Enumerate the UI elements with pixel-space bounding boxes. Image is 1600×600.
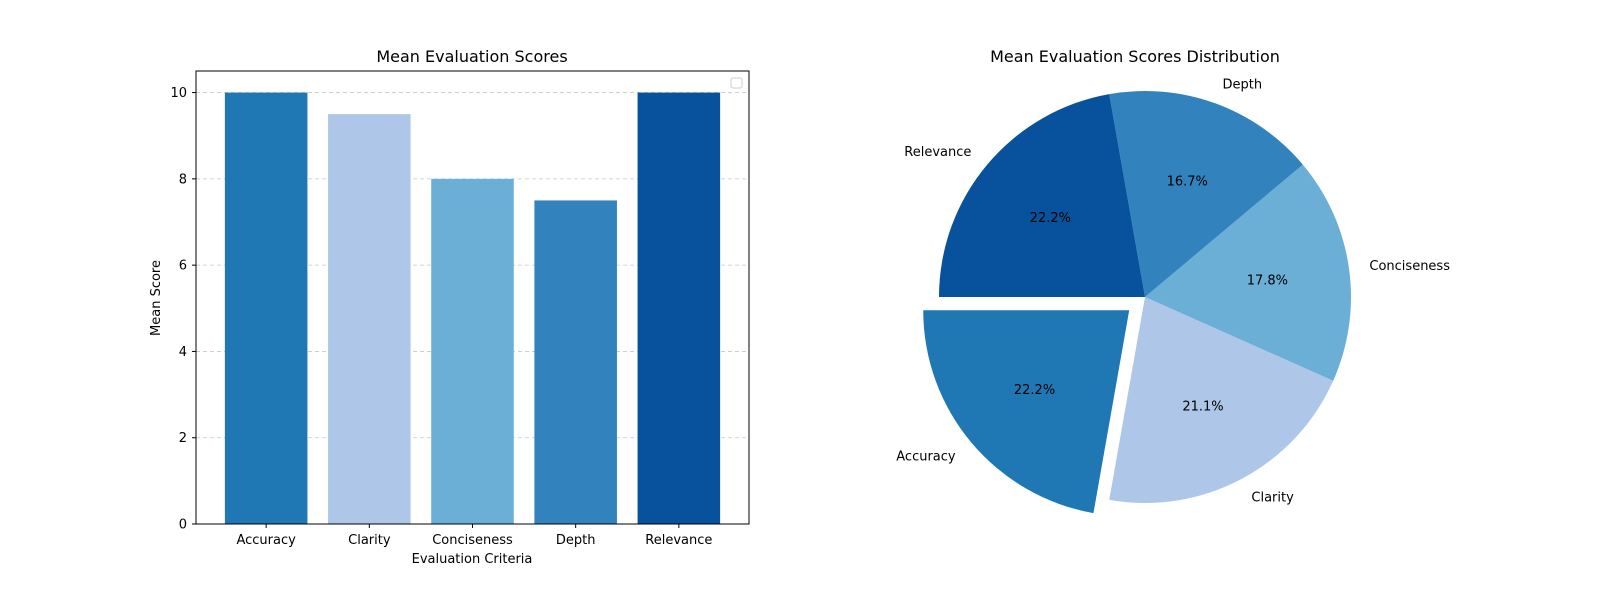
pie-slice-clarity	[1109, 297, 1334, 503]
pie-slice-accuracy	[923, 310, 1130, 514]
bar-x-axis-label: Evaluation Criteria	[412, 552, 533, 567]
bar-x-tick-label: Accuracy	[236, 533, 296, 548]
bar-x-tick-label: Conciseness	[432, 533, 513, 548]
bar-series	[224, 92, 721, 525]
bar-y-tick-label: 8	[179, 172, 187, 187]
bar-y-axis-label: Mean Score	[149, 260, 164, 336]
bar-legend-box	[730, 77, 743, 89]
pie-percent-label: 21.1%	[1182, 400, 1223, 415]
bar-y-ticks: 0 2 4 6 8 10	[170, 86, 196, 533]
pie-slice-label: Relevance	[904, 145, 971, 160]
bar-x-ticks: Accuracy Clarity Conciseness Depth Relevance	[236, 524, 712, 548]
bar-x-tick-label: Relevance	[645, 533, 712, 548]
pie-slice-label: Depth	[1223, 78, 1263, 93]
pie-slice-label: Accuracy	[896, 449, 956, 464]
bar-y-tick-label: 0	[179, 518, 187, 533]
bar-y-tick-label: 10	[170, 86, 187, 101]
pie-chart-title: Mean Evaluation Scores Distribution	[990, 47, 1280, 66]
pie-percent-label: 22.2%	[1014, 383, 1055, 398]
pie-slice-conciseness	[1145, 164, 1351, 381]
pie-slice-label: Clarity	[1251, 491, 1294, 506]
pie-labels: 22.2% Accuracy 21.1% Clarity 17.8% Concisenes…	[896, 78, 1450, 506]
bar-clarity	[328, 114, 411, 525]
bar-y-tick-label: 6	[179, 259, 187, 274]
bar-relevance	[637, 92, 721, 525]
pie-slice-label: Conciseness	[1369, 259, 1450, 274]
pie-percent-label: 17.8%	[1247, 273, 1288, 288]
bar-y-tick-label: 4	[179, 345, 187, 360]
pie-percent-label: 16.7%	[1167, 174, 1208, 189]
bar-chart: Mean Evaluation Scores 0 2 4 6 8 10 Accuracy C…	[149, 47, 750, 567]
pie-slice-relevance	[939, 94, 1145, 297]
bar-accuracy	[224, 92, 308, 525]
bar-x-tick-label: Depth	[556, 533, 596, 548]
bar-y-tick-label: 2	[179, 431, 187, 446]
pie-slices	[923, 91, 1351, 514]
bar-depth	[534, 200, 617, 524]
pie-slice-depth	[1109, 91, 1303, 297]
pie-percent-label: 22.2%	[1030, 211, 1071, 226]
bar-chart-title: Mean Evaluation Scores	[376, 47, 567, 66]
bar-conciseness	[431, 178, 514, 524]
bar-x-tick-label: Clarity	[348, 533, 391, 548]
pie-chart: Mean Evaluation Scores Distribution 22.2…	[896, 47, 1450, 514]
